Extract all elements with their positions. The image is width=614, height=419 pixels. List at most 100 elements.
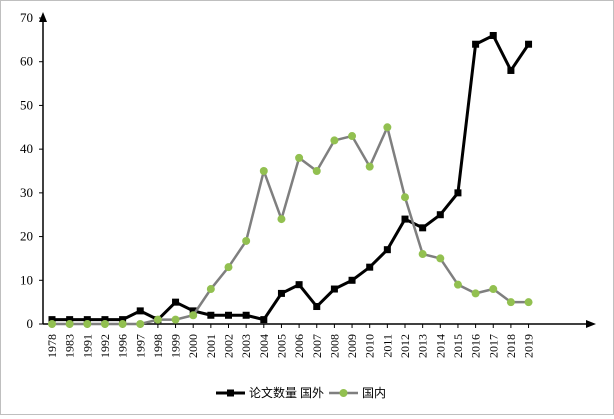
x-tick-label: 1978: [45, 334, 59, 358]
data-point: [471, 289, 480, 298]
data-point: [48, 316, 56, 324]
data-point: [171, 315, 180, 324]
data-point: [277, 289, 285, 297]
series-domestic: [48, 123, 533, 328]
legend-marker-foreign: [227, 389, 234, 397]
data-point: [418, 250, 427, 259]
x-tick-label: 2003: [239, 334, 253, 358]
data-point: [454, 189, 462, 197]
series-line: [52, 33, 530, 322]
y-axis-arrow: [39, 12, 47, 22]
x-tick-label: 2005: [274, 334, 288, 358]
series-line: [52, 123, 529, 326]
data-point: [507, 66, 515, 74]
data-point: [472, 40, 480, 48]
x-tick-label: 2018: [504, 334, 518, 358]
y-tick-label: 40: [20, 141, 33, 156]
legend: 论文数量 国外 国内: [216, 385, 386, 400]
x-tick-label: 2012: [398, 334, 412, 358]
data-point: [172, 298, 180, 306]
x-tick-label: 2015: [451, 334, 465, 358]
data-point: [101, 316, 109, 324]
data-point: [525, 40, 533, 48]
x-tick-label: 2006: [292, 334, 306, 358]
data-point: [295, 281, 303, 289]
data-point: [489, 285, 498, 294]
data-point: [419, 224, 427, 232]
data-point: [83, 316, 91, 324]
x-tick-label: 1992: [98, 334, 112, 358]
data-point: [312, 167, 321, 175]
data-point: [119, 316, 127, 324]
legend-label-foreign: 论文数量 国外: [249, 385, 324, 400]
data-point: [383, 123, 392, 132]
y-tick-labels: 0 10 20 30 40 50 60 70: [20, 10, 43, 331]
x-tick-label: 1991: [80, 334, 94, 358]
data-point: [207, 311, 215, 319]
data-point: [348, 276, 356, 284]
data-point: [330, 285, 338, 293]
data-point: [401, 193, 409, 202]
x-tick-label: 2019: [522, 334, 536, 358]
series-layer: [48, 31, 533, 328]
x-tick-label: 2001: [204, 334, 218, 358]
x-tick-label: 2009: [345, 334, 359, 358]
x-tick-label: 1983: [63, 334, 77, 358]
y-tick-label: 60: [20, 54, 33, 69]
x-tick-label: 1999: [169, 334, 183, 358]
data-point: [136, 320, 145, 328]
data-point: [366, 263, 374, 271]
x-tick-labels: 1978 1983 1991 1992 1996 1997 1998 1999 2000 2001…: [45, 324, 536, 358]
x-tick-label: 2013: [416, 334, 430, 358]
legend-label-domestic: 国内: [362, 386, 386, 400]
data-point: [436, 211, 444, 219]
data-point: [295, 153, 304, 162]
y-tick-label: 50: [20, 97, 33, 112]
x-tick-label: 1997: [133, 334, 147, 358]
data-point: [242, 236, 251, 245]
data-point: [136, 307, 144, 315]
x-tick-label: 2008: [327, 334, 341, 358]
data-point: [401, 215, 409, 223]
x-tick-label: 2014: [433, 334, 447, 358]
x-tick-label: 2011: [380, 334, 394, 358]
y-tick-label: 70: [20, 10, 33, 25]
data-point: [206, 285, 215, 294]
data-point: [348, 132, 357, 141]
data-point: [224, 263, 233, 272]
legend-marker-domestic: [339, 389, 348, 397]
data-point: [453, 280, 462, 289]
data-point: [365, 162, 374, 171]
data-point: [225, 311, 232, 319]
x-tick-label: 2000: [186, 334, 200, 358]
y-tick-label: 30: [20, 185, 33, 200]
data-point: [153, 315, 162, 324]
x-tick-label: 2004: [257, 334, 271, 358]
x-tick-label: 2016: [469, 334, 483, 358]
data-point: [313, 303, 321, 311]
data-point: [506, 298, 515, 307]
data-point: [189, 307, 197, 315]
data-point: [242, 311, 250, 319]
data-point: [277, 215, 286, 224]
data-point: [118, 320, 127, 328]
data-point: [330, 136, 339, 145]
data-point: [489, 31, 497, 39]
x-tick-label: 2007: [310, 334, 324, 358]
y-tick-label: 10: [20, 272, 33, 287]
series-foreign: [48, 31, 533, 324]
data-point: [48, 320, 56, 328]
data-point: [260, 316, 268, 324]
y-tick-label: 20: [20, 229, 33, 244]
data-point: [66, 316, 74, 324]
x-tick-label: 1998: [151, 334, 165, 358]
data-point: [189, 311, 198, 320]
x-tick-label: 1996: [116, 334, 130, 358]
data-point: [383, 246, 391, 254]
data-point: [100, 320, 109, 328]
x-axis-arrow: [586, 320, 596, 328]
data-point: [83, 320, 92, 328]
y-tick-label: 0: [27, 316, 34, 331]
